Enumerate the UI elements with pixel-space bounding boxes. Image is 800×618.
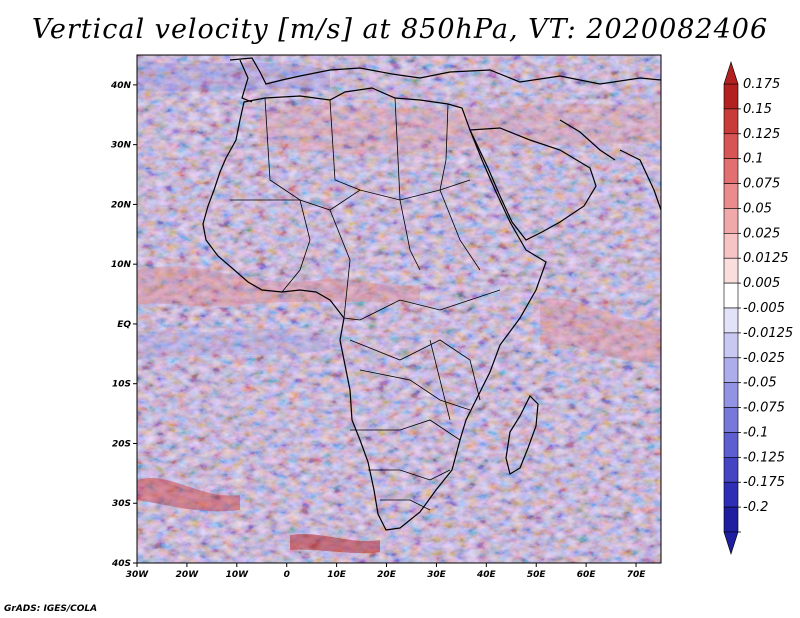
lon-label: 30E	[427, 570, 447, 580]
colorbar-label: 0.025	[743, 226, 780, 241]
india-coastline	[619, 149, 661, 211]
colorbar-label: -0.05	[743, 376, 777, 391]
lat-label: 10S	[112, 380, 131, 390]
lon-label: 50E	[527, 570, 547, 580]
lat-label: 30S	[112, 499, 131, 509]
lon-label: 20E	[377, 570, 397, 580]
colorbar-label: -0.1	[743, 425, 768, 440]
velocity-field	[137, 55, 661, 563]
colorbar-label: 0.175	[743, 77, 780, 92]
latitude-axis: 40N 30N 20N 10N EQ 10S 20S 30S 40S	[110, 81, 137, 569]
colorbar-label: 0.0125	[743, 251, 789, 266]
lat-label: 40S	[111, 559, 131, 569]
colorbar-top-arrow	[723, 61, 739, 85]
colorbar-label: 0.1	[743, 152, 764, 167]
colorbar-label: 0.125	[743, 127, 780, 142]
colorbar-label: 0.15	[743, 102, 772, 117]
colorbar-segment	[723, 407, 739, 433]
colorbar-segment	[723, 432, 739, 458]
lon-label: 10E	[327, 570, 347, 580]
colorbar-label: -0.075	[743, 401, 785, 416]
colorbar-segment	[723, 108, 739, 135]
colorbar-label: -0.005	[743, 301, 785, 316]
colorbar-label: 0.005	[743, 276, 780, 291]
lon-label: 10W	[226, 570, 250, 580]
persian-gulf-coastline	[559, 119, 616, 161]
colorbar-segment	[723, 208, 739, 234]
colorbar-segment	[723, 332, 739, 359]
lat-label: EQ	[117, 320, 131, 330]
longitude-axis: 30W 20W 10W 0 10E 20E 30E 40E 50E 60E 70E	[126, 563, 646, 580]
lon-label: 60E	[577, 570, 597, 580]
lat-label: 20S	[112, 439, 131, 449]
lat-label: 40N	[110, 81, 132, 91]
lat-label: 10N	[111, 260, 132, 270]
colorbar-segment	[723, 183, 739, 209]
lat-label: 30N	[111, 141, 132, 151]
colorbar-segment	[723, 257, 739, 284]
colorbar-segment	[723, 307, 739, 334]
colorbar-segment	[723, 382, 739, 408]
coastline-outlines	[202, 57, 661, 531]
map-title: Vertical velocity [m/s] at 850hPa, VT: 2…	[31, 14, 769, 45]
grads-credit: GrADS: IGES/COLA	[4, 604, 98, 614]
colorbar-segment	[723, 83, 739, 110]
lat-label: 20N	[111, 200, 132, 210]
colorbar-segment	[723, 357, 739, 383]
colorbar-segment	[723, 133, 739, 159]
colorbar-segment	[723, 158, 739, 184]
colorbar-label: 0.05	[743, 201, 772, 216]
colorbar-segment	[723, 506, 739, 533]
colorbar-segment	[723, 457, 739, 483]
colorbar-bottom-arrow	[723, 531, 739, 555]
colorbar-label: -0.025	[743, 351, 785, 366]
colorbar-segment	[723, 481, 739, 508]
arabia-coastline	[469, 127, 597, 241]
europe-coastline	[229, 57, 661, 85]
colorbar-segment	[723, 282, 739, 309]
colorbar-label: -0.125	[743, 450, 785, 465]
lon-label: 40E	[476, 570, 497, 580]
colorbar-label: -0.0125	[743, 326, 793, 341]
africa-coastline	[202, 87, 547, 531]
lon-label: 70E	[627, 570, 647, 580]
lon-label: 20W	[176, 570, 200, 580]
iberia-coastline	[239, 59, 253, 103]
lon-label: 0	[284, 570, 290, 580]
colorbar-label: -0.175	[743, 475, 785, 490]
madagascar-coastline	[505, 394, 539, 475]
colorbar-segment	[723, 233, 739, 259]
colorbar-label: -0.2	[743, 500, 768, 515]
lon-label: 30W	[126, 570, 150, 580]
colorbar-label: 0.075	[743, 177, 780, 192]
colorbar: 0.175 0.15 0.125 0.1 0.075 0.05 0.025 0.0125 0.0…	[723, 61, 793, 555]
plot-frame	[136, 54, 662, 564]
